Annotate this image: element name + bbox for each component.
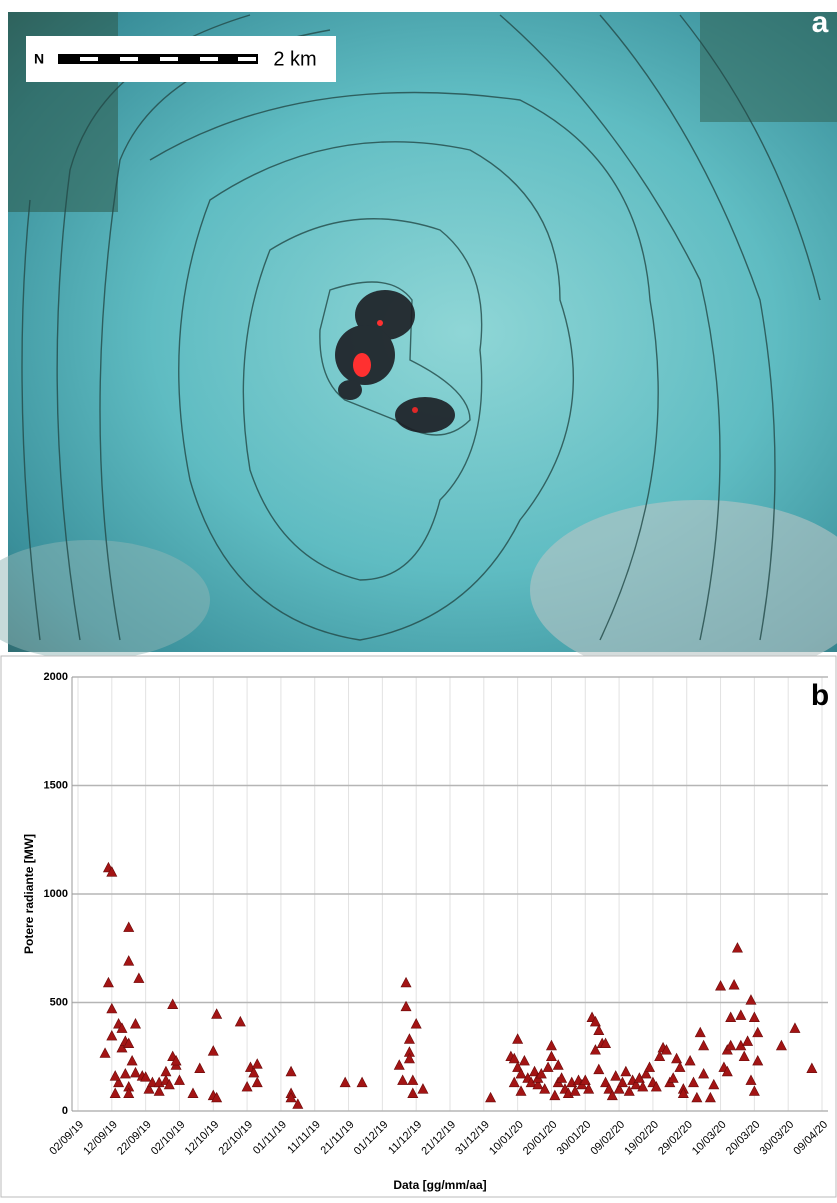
- figure: N 2 km a 02/09/1912/09/1922/09/1902/10/1…: [0, 0, 837, 1198]
- y-tick-label: 2000: [44, 671, 68, 683]
- satellite-image: N 2 km a: [0, 6, 837, 680]
- y-tick-label: 0: [62, 1105, 68, 1117]
- scale-label: 2 km: [273, 48, 316, 70]
- x-axis-title: Data [gg/mm/aa]: [393, 1178, 486, 1192]
- y-tick-label: 500: [50, 996, 68, 1008]
- panel-label: b: [811, 679, 829, 712]
- y-tick-label: 1500: [44, 779, 68, 791]
- y-axis-title: Potere radiante [MW]: [22, 834, 36, 954]
- panel-label: a: [812, 6, 829, 39]
- y-tick-label: 1000: [44, 888, 68, 900]
- svg-text:N: N: [34, 51, 44, 67]
